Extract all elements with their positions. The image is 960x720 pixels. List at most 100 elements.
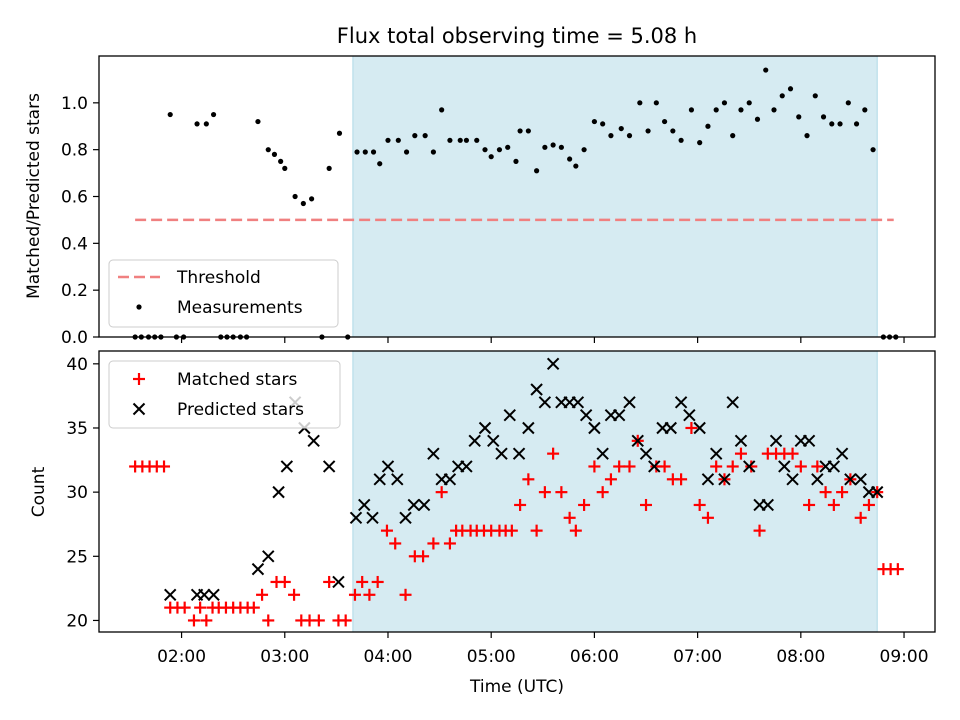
predicted-star-point — [391, 473, 404, 486]
legend-threshold-label: Threshold — [176, 268, 261, 288]
matched-star-point — [640, 498, 653, 511]
predicted-star-point — [579, 408, 593, 422]
top-x-ticks — [180, 337, 905, 343]
legend-matched-swatch — [133, 373, 145, 385]
predicted-star-point — [530, 383, 543, 396]
measurement-point — [505, 144, 511, 150]
predicted-star-point — [761, 498, 775, 512]
predicted-star-point — [538, 396, 552, 409]
matched-star-point — [786, 447, 799, 460]
measurement-point — [463, 137, 470, 143]
measurement-point — [403, 149, 410, 155]
measurement-point — [395, 137, 401, 143]
measurement-point — [573, 163, 579, 169]
bottom-y-axis-label: Count — [29, 466, 49, 517]
measurement-point — [713, 107, 719, 113]
measurement-point — [362, 149, 368, 155]
measurement-points — [132, 67, 899, 340]
predicted-star-point — [802, 434, 816, 448]
measurement-point — [721, 100, 728, 106]
measurement-point — [370, 149, 377, 155]
bottom-plot-frame — [98, 350, 936, 633]
predicted-star-point — [487, 434, 500, 448]
bottom-shaded-interval — [352, 350, 878, 633]
predicted-star-point — [734, 434, 748, 448]
legend-plus-marker — [133, 373, 145, 385]
predicted-star-point — [262, 550, 275, 563]
chart-title: Flux total observing time = 5.08 h — [337, 24, 697, 48]
measurement-point — [278, 158, 284, 164]
predicted-star-point — [417, 498, 431, 512]
measurement-point — [430, 149, 436, 155]
matched-star-point — [288, 588, 301, 601]
matched-star-point — [262, 614, 275, 627]
y-tick-label: 0.4 — [61, 234, 88, 254]
predicted-star-point — [769, 434, 783, 448]
matched-star-point — [348, 588, 361, 601]
matched-star-point — [836, 486, 849, 499]
measurement-point — [763, 67, 769, 73]
predicted-star-point — [207, 588, 220, 601]
legend-measurement-swatch — [136, 304, 142, 310]
matched-star-point — [685, 421, 698, 434]
predicted-star-point — [272, 485, 285, 499]
matched-star-point — [399, 588, 412, 601]
matched-star-point — [604, 473, 617, 486]
measurement-point — [558, 144, 564, 150]
measurement-point — [829, 121, 835, 127]
predicted-star-point — [460, 460, 473, 473]
measurement-point — [210, 111, 217, 118]
measurement-point — [626, 133, 633, 139]
matched-star-point — [753, 524, 766, 537]
predicted-star-point — [683, 408, 696, 422]
measurement-point — [282, 165, 288, 171]
predicted-star-point — [648, 460, 661, 473]
measurement-point — [608, 133, 614, 139]
predicted-star-point — [870, 485, 884, 499]
predicted-star-point — [639, 447, 653, 460]
measurement-point — [447, 137, 453, 143]
measurement-point — [203, 121, 209, 127]
matched-star-point — [435, 486, 448, 499]
top-y-axis-label: Matched/Predicted stars — [24, 93, 44, 299]
top-legend: Threshold Measurements — [108, 259, 339, 328]
x-tick-label: 07:00 — [673, 647, 722, 667]
measurement-point — [581, 147, 587, 153]
matched-star-point — [862, 498, 875, 511]
predicted-star-point — [778, 460, 791, 473]
matched-star-point — [745, 460, 758, 473]
measurement-point — [746, 100, 752, 106]
matched-star-point — [339, 614, 352, 627]
y-tick-label: 0.0 — [61, 328, 88, 348]
matched-star-point — [623, 460, 636, 473]
predicted-star-point — [709, 447, 723, 460]
matched-star-point — [312, 614, 325, 627]
measurement-point — [688, 107, 695, 113]
predicted-star-point — [322, 460, 336, 473]
predicted-star-point — [623, 396, 636, 409]
x-tick-label: 09:00 — [880, 647, 929, 667]
measurement-point — [697, 140, 703, 146]
top-panel: 0.0 0.2 0.4 0.6 0.8 1.0 Matched/Predicted sta… — [24, 55, 936, 348]
matched-star-point — [200, 614, 213, 627]
matched-star-point — [505, 524, 518, 537]
predicted-star-point — [612, 408, 626, 422]
matched-star-point — [194, 601, 207, 614]
predicted-star-point — [674, 396, 688, 409]
measurement-point — [412, 133, 418, 139]
top-y-ticks: 0.0 0.2 0.4 0.6 0.8 1.0 — [61, 94, 99, 348]
measurement-point — [517, 128, 523, 134]
bottom-panel: 20 25 30 35 40 02:00 03:00 04:00 05:00 06:00 07:0… — [29, 350, 936, 697]
predicted-star-point — [468, 434, 481, 448]
matched-star-point — [363, 588, 376, 601]
y-tick-label: 20 — [66, 611, 88, 631]
predicted-star-point — [307, 434, 320, 448]
matched-star-point — [247, 601, 260, 614]
measurement-point — [542, 144, 548, 150]
measurement-point — [661, 118, 668, 125]
y-tick-label: 40 — [66, 355, 88, 375]
predicted-star-point — [726, 396, 739, 409]
matched-star-point — [613, 460, 626, 473]
matched-star-point — [514, 498, 527, 511]
